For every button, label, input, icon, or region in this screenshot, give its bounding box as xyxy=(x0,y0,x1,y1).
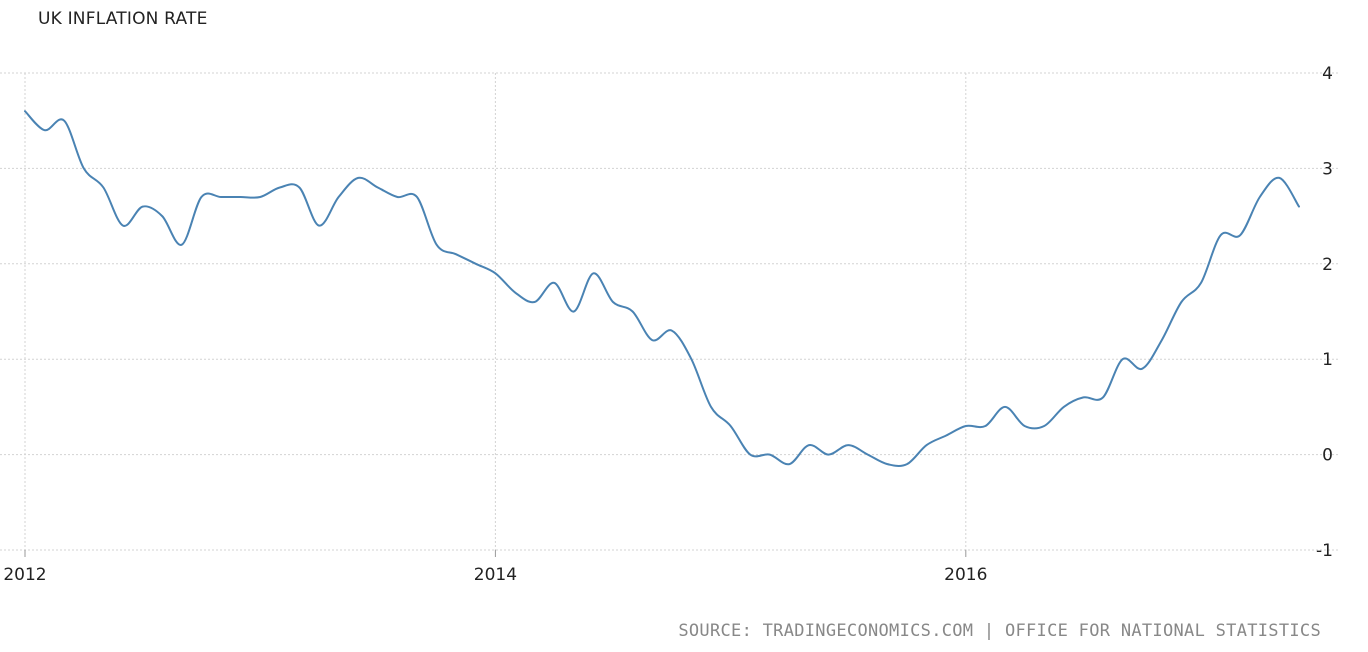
series-line xyxy=(24,110,1300,467)
x-tick-label: 2014 xyxy=(474,565,517,585)
x-tick-label: 2016 xyxy=(944,565,987,585)
y-tick-label: 2 xyxy=(1322,255,1333,275)
series-layer xyxy=(24,110,1300,467)
grid xyxy=(0,72,1340,551)
x-tick-label: 2012 xyxy=(3,565,46,585)
source-note: SOURCE: TRADINGECONOMICS.COM | OFFICE FO… xyxy=(678,621,1321,641)
y-tick-label: 4 xyxy=(1322,64,1333,84)
x-axis-ticks: 2012 2014 2016 xyxy=(3,550,987,585)
y-tick-label: 1 xyxy=(1322,350,1333,370)
y-tick-label: 0 xyxy=(1322,446,1333,466)
chart-title: UK INFLATION RATE xyxy=(38,9,208,29)
y-axis-ticks: 4 3 2 1 0 -1 xyxy=(1316,64,1333,561)
y-tick-label: -1 xyxy=(1316,541,1333,561)
y-tick-label: 3 xyxy=(1322,159,1333,179)
